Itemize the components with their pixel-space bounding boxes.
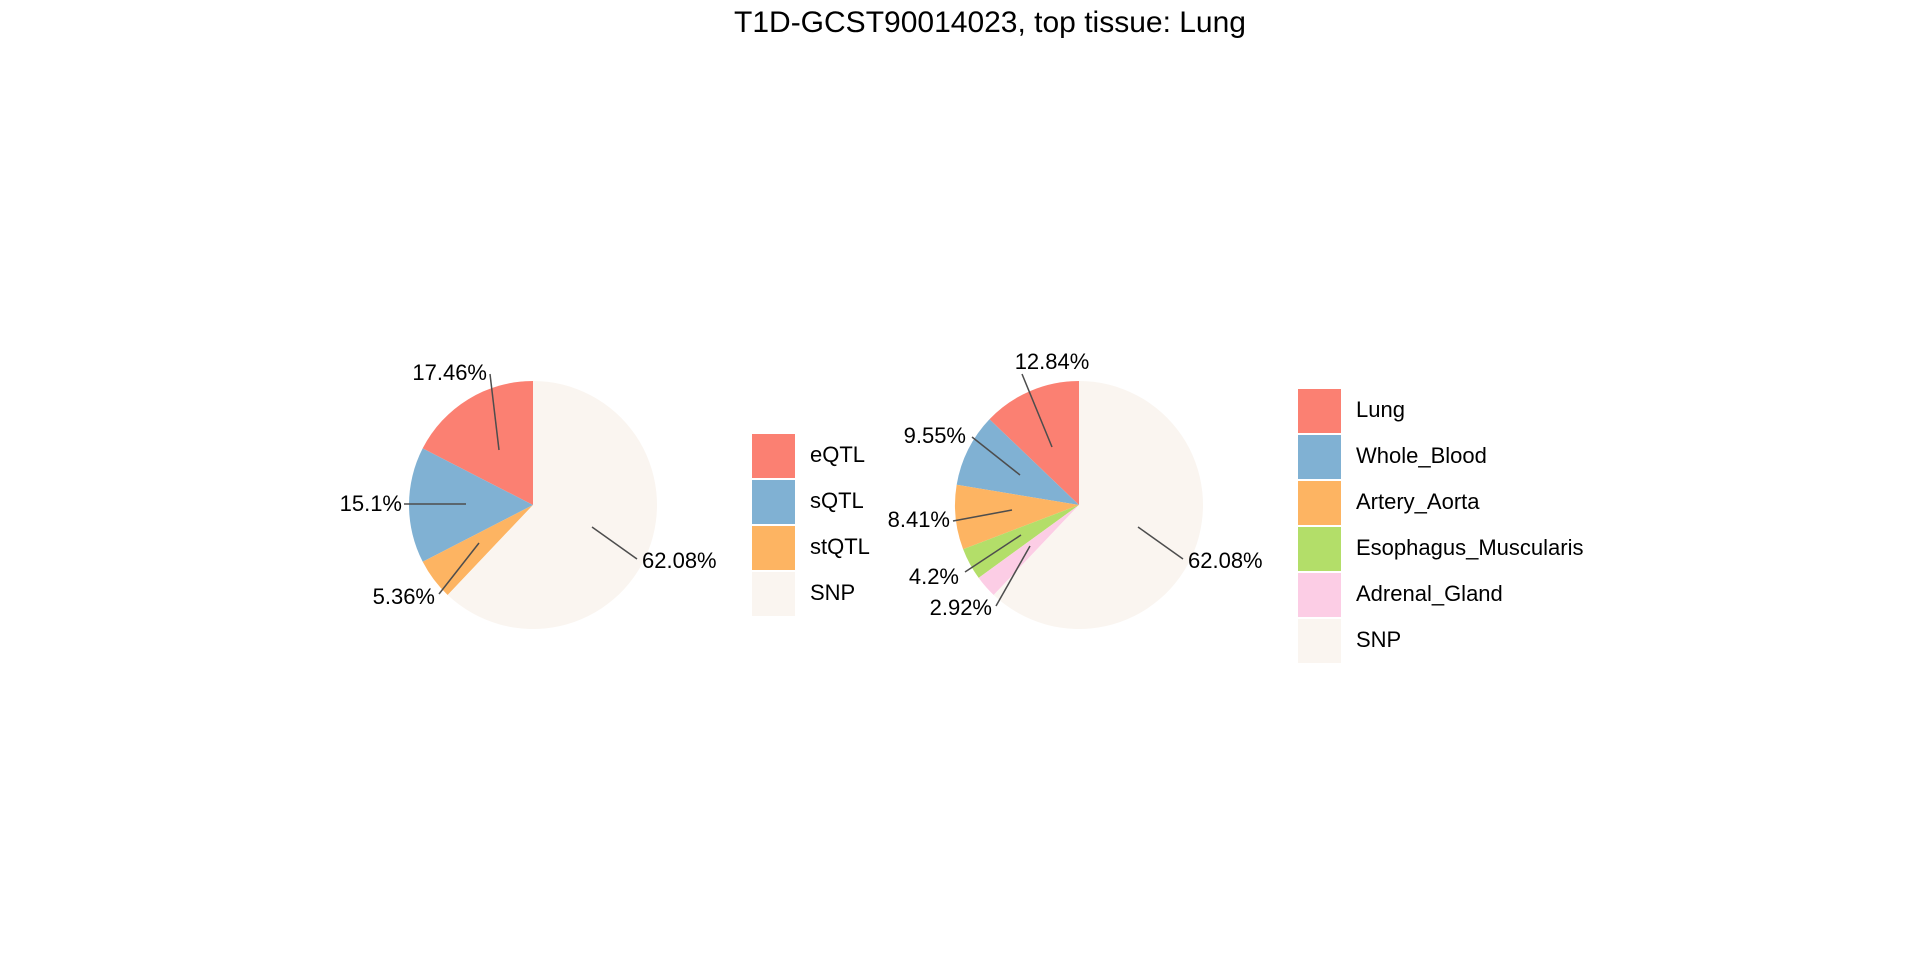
- data-label-adrenal-gland: 2.92%: [930, 595, 992, 620]
- legend-swatch-stqtl: [752, 526, 795, 570]
- pie-chart-type-breakdown: 17.46% 15.1% 5.36% 62.08%: [340, 360, 717, 629]
- legend-swatch-adrenal-gland: [1298, 573, 1341, 617]
- legend-label-eqtl: eQTL: [810, 442, 865, 467]
- legend-swatch-whole-blood: [1298, 435, 1341, 479]
- pie-slice-adrenal-gland: [978, 505, 1079, 595]
- pie-slice-esophagus-muscularis: [963, 505, 1079, 578]
- pie-slice-snp: [447, 381, 658, 629]
- legend-label-artery-aorta: Artery_Aorta: [1356, 489, 1480, 514]
- data-label-artery-aorta: 8.41%: [888, 507, 950, 532]
- data-label-esophagus-muscularis: 4.2%: [909, 564, 959, 589]
- data-label-snp: 62.08%: [1188, 548, 1263, 573]
- leader-line-eqtl: [489, 373, 500, 451]
- legend-swatch-esophagus-muscularis: [1298, 527, 1341, 571]
- pie-slice-artery-aorta: [954, 484, 1079, 550]
- legend-label-snp: SNP: [810, 580, 855, 605]
- data-label-eqtl: 17.46%: [412, 360, 487, 385]
- leader-line-whole-blood: [971, 436, 1021, 476]
- pie-slice-lung: [989, 381, 1079, 505]
- leader-line-snp: [591, 526, 638, 560]
- leader-line-adrenal-gland: [995, 545, 1031, 607]
- legend-label-lung: Lung: [1356, 397, 1405, 422]
- pie-slice-snp: [993, 381, 1204, 629]
- data-label-stqtl: 5.36%: [373, 584, 435, 609]
- chart-title: T1D-GCST90014023, top tissue: Lung: [734, 6, 1246, 39]
- legend-swatch-eqtl: [752, 434, 795, 478]
- pie-slice-sqtl: [409, 448, 533, 562]
- leader-line-snp: [1137, 526, 1184, 560]
- legend-swatch-snp: [752, 572, 795, 616]
- legend-swatch-sqtl: [752, 480, 795, 524]
- pie-chart-tissue-breakdown: 12.84% 9.55% 8.41% 4.2% 2.92% 62.08%: [888, 349, 1263, 629]
- pie-slice-eqtl: [422, 381, 533, 505]
- data-label-snp: 62.08%: [642, 548, 717, 573]
- pie-slice-whole-blood: [956, 419, 1079, 505]
- pie-slice-stqtl: [422, 505, 533, 595]
- legend-label-stqtl: stQTL: [810, 534, 870, 559]
- leader-line-esophagus-muscularis: [964, 534, 1022, 573]
- legend-tissue-breakdown: Lung Whole_Blood Artery_Aorta Esophagus_Mus…: [1298, 389, 1583, 663]
- legend-label-sqtl: sQTL: [810, 488, 864, 513]
- legend-label-adrenal-gland: Adrenal_Gland: [1356, 581, 1503, 606]
- legend-swatch-snp: [1298, 619, 1341, 663]
- leader-line-artery-aorta: [952, 509, 1013, 522]
- legend-label-snp: SNP: [1356, 627, 1401, 652]
- legend-label-esophagus-muscularis: Esophagus_Muscularis: [1356, 535, 1583, 560]
- leader-line-stqtl: [438, 542, 480, 595]
- data-label-sqtl: 15.1%: [340, 491, 402, 516]
- legend-label-whole-blood: Whole_Blood: [1356, 443, 1487, 468]
- legend-swatch-lung: [1298, 389, 1341, 433]
- data-label-whole-blood: 9.55%: [904, 423, 966, 448]
- data-label-lung: 12.84%: [1015, 349, 1090, 374]
- leader-line-lung: [1021, 373, 1053, 448]
- legend-type-breakdown: eQTL sQTL stQTL SNP: [752, 434, 870, 616]
- legend-swatch-artery-aorta: [1298, 481, 1341, 525]
